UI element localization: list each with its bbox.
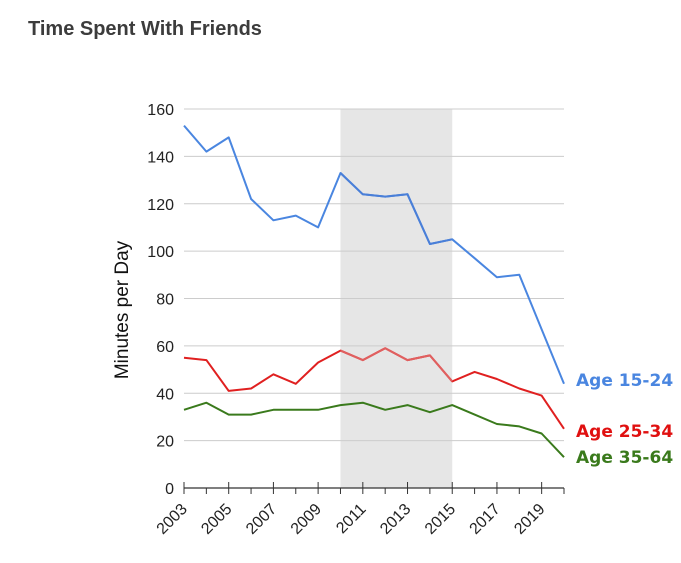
y-axis-label: Minutes per Day <box>112 240 133 379</box>
y-tick-label: 140 <box>147 149 174 166</box>
x-tick-label: 2005 <box>198 501 235 538</box>
gridlines <box>184 108 564 442</box>
y-tick-label: 40 <box>156 386 174 403</box>
series-highlight-2 <box>340 347 453 383</box>
x-tick-label: 2011 <box>333 501 369 537</box>
series-label-1: Age 15-24 <box>576 371 673 391</box>
y-tick-label: 100 <box>147 244 174 261</box>
y-tick-label: 60 <box>156 339 174 356</box>
y-tick-label: 0 <box>165 481 174 498</box>
x-tick-label: 2007 <box>243 501 280 538</box>
series-label-2: Age 25-34 <box>576 422 673 442</box>
y-tick-label: 20 <box>156 434 174 451</box>
y-tick-label: 80 <box>156 292 174 309</box>
series-highlight-1 <box>339 172 453 245</box>
x-tick-label: 2017 <box>467 501 504 538</box>
x-tick-label: 2019 <box>511 501 548 538</box>
y-tick-label: 120 <box>147 197 174 214</box>
series-label-3: Age 35-64 <box>576 448 673 468</box>
x-tick-label: 2003 <box>154 501 191 538</box>
chart-title: Time Spent With Friends <box>28 18 262 40</box>
y-tick-label: 160 <box>147 102 174 119</box>
series-labels: Age 15-24 Age 25-34 Age 35-64 <box>576 371 673 468</box>
x-tick-label: 2009 <box>288 501 325 538</box>
series-line-3 <box>183 401 565 458</box>
series-lines <box>183 124 565 458</box>
x-tick-label: 2015 <box>422 501 459 538</box>
x-tick-label: 2013 <box>377 501 414 538</box>
